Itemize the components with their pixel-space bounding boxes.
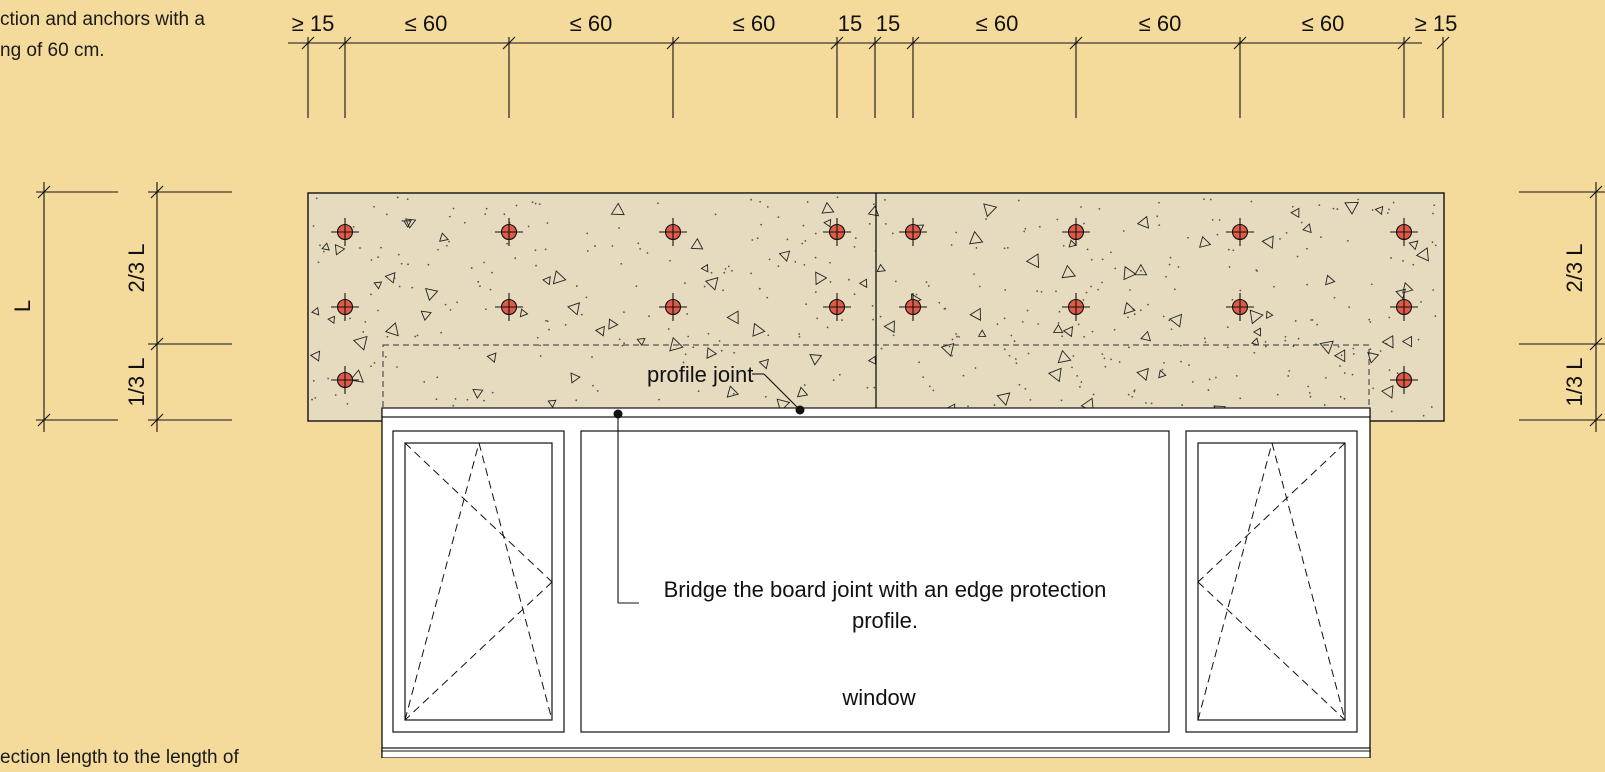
top-dimension-label: ≥ 15: [1415, 11, 1458, 36]
top-dimension-labels: ≥ 15 ≤ 60 ≤ 60 ≤ 60 15 15 ≤ 60 ≤ 60 ≤ 60 ≥ 15: [292, 11, 1458, 36]
anchor-icon: [823, 293, 851, 321]
left-dim-lower: 1/3 L: [124, 358, 149, 407]
anchor-icon: [1226, 293, 1254, 321]
anchor-icon: [899, 218, 927, 246]
bridge-label-line1: Bridge the board joint with an edge prot…: [664, 577, 1107, 602]
top-dimension-label: ≤ 60: [1302, 11, 1345, 36]
right-dimension-chain: [1519, 182, 1605, 432]
note-top-left-line1: ction and anchors with a: [0, 9, 205, 30]
anchor-icon: [495, 293, 523, 321]
bridge-label-line2: profile.: [852, 608, 918, 633]
profile-joint-dot: [795, 405, 805, 415]
anchor-icon: [1226, 218, 1254, 246]
anchor-icon: [1390, 218, 1418, 246]
bridge-callout-dot: [613, 409, 623, 419]
profile-joint-label: profile joint: [647, 362, 753, 387]
window-label: window: [841, 685, 915, 710]
anchor-icon: [331, 218, 359, 246]
top-dimension-chain: [288, 36, 1450, 118]
anchors: [331, 218, 1418, 394]
left-dim-upper: 2/3 L: [124, 244, 149, 293]
top-dimension-label: 15: [838, 11, 862, 36]
anchor-icon: [659, 218, 687, 246]
profile-joint-callout: [752, 373, 801, 411]
edge-protection-profile: [381, 407, 1371, 418]
anchor-icon: [1062, 218, 1090, 246]
window: [381, 407, 1371, 758]
anchor-icon: [823, 218, 851, 246]
concrete-boards: [307, 192, 1445, 422]
top-dimension-label: ≤ 60: [405, 11, 448, 36]
top-dimension-label: ≤ 60: [570, 11, 613, 36]
anchor-icon: [899, 293, 927, 321]
right-dim-lower: 1/3 L: [1562, 358, 1587, 407]
top-dimension-label: ≥ 15: [292, 11, 335, 36]
anchor-icon: [331, 293, 359, 321]
anchor-icon: [659, 293, 687, 321]
top-dimension-label: ≤ 60: [976, 11, 1019, 36]
anchor-icon: [1062, 293, 1090, 321]
bridge-callout: [617, 414, 639, 604]
top-dimension-label: ≤ 60: [733, 11, 776, 36]
anchor-icon: [331, 366, 359, 394]
right-dim-upper: 2/3 L: [1562, 244, 1587, 293]
window-center-pane: [580, 430, 1170, 733]
left-dim-overall: L: [10, 300, 35, 312]
note-top-left-line2: ng of 60 cm.: [0, 40, 105, 61]
anchor-icon: [1390, 293, 1418, 321]
top-dimension-label: 15: [876, 11, 900, 36]
anchor-icon: [495, 218, 523, 246]
anchor-icon: [1390, 366, 1418, 394]
top-dimension-label: ≤ 60: [1139, 11, 1182, 36]
left-dimension-chain: [36, 182, 232, 432]
